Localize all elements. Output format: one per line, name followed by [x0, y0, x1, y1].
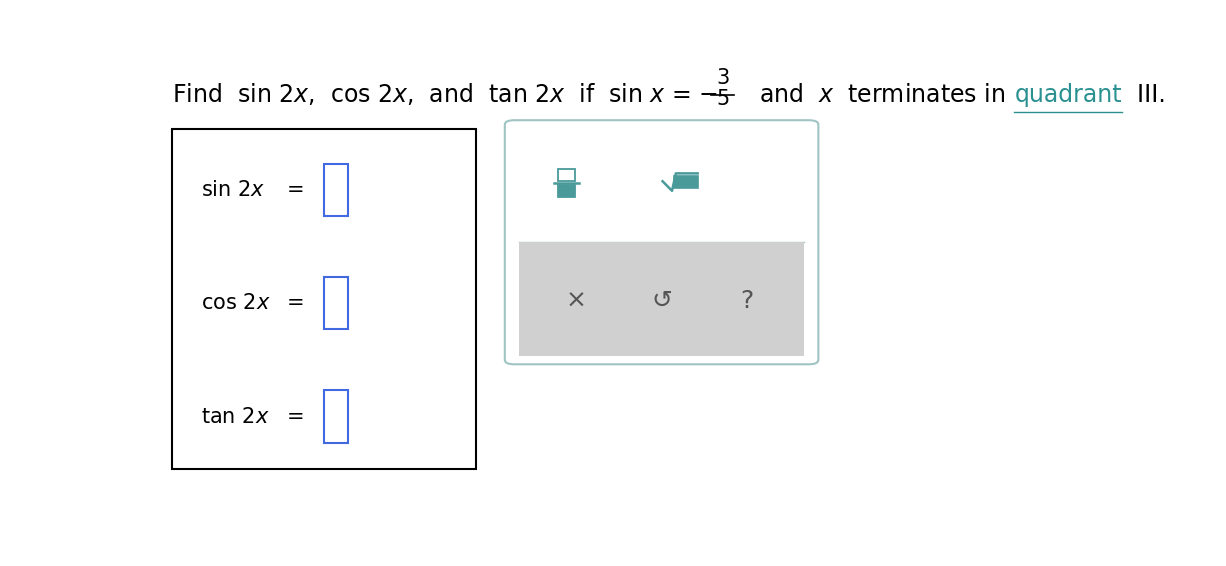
FancyBboxPatch shape — [519, 242, 804, 355]
Text: and  $x$  terminates in: and $x$ terminates in — [744, 83, 1014, 107]
Text: sin 2$x$: sin 2$x$ — [201, 180, 265, 200]
FancyBboxPatch shape — [325, 391, 348, 443]
FancyBboxPatch shape — [558, 185, 575, 198]
Text: =: = — [287, 180, 304, 200]
Text: =: = — [287, 406, 304, 427]
Text: ?: ? — [741, 289, 754, 313]
Text: ↺: ↺ — [651, 289, 672, 313]
FancyBboxPatch shape — [325, 164, 348, 216]
FancyBboxPatch shape — [172, 129, 477, 469]
FancyBboxPatch shape — [325, 277, 348, 329]
Text: tan 2$x$: tan 2$x$ — [201, 406, 270, 427]
Text: ×: × — [565, 289, 586, 313]
Text: quadrant: quadrant — [1014, 83, 1122, 107]
Text: 5: 5 — [716, 89, 729, 109]
FancyBboxPatch shape — [674, 175, 698, 188]
Text: Find  sin 2$x$,  cos 2$x$,  and  tan 2$x$  if  sin $x$ = $-$: Find sin 2$x$, cos 2$x$, and tan 2$x$ if… — [172, 81, 718, 107]
Text: =: = — [287, 293, 304, 313]
FancyBboxPatch shape — [505, 120, 819, 365]
Text: cos 2$x$: cos 2$x$ — [201, 293, 270, 313]
Text: 3: 3 — [716, 67, 729, 88]
Text: III.: III. — [1122, 83, 1166, 107]
